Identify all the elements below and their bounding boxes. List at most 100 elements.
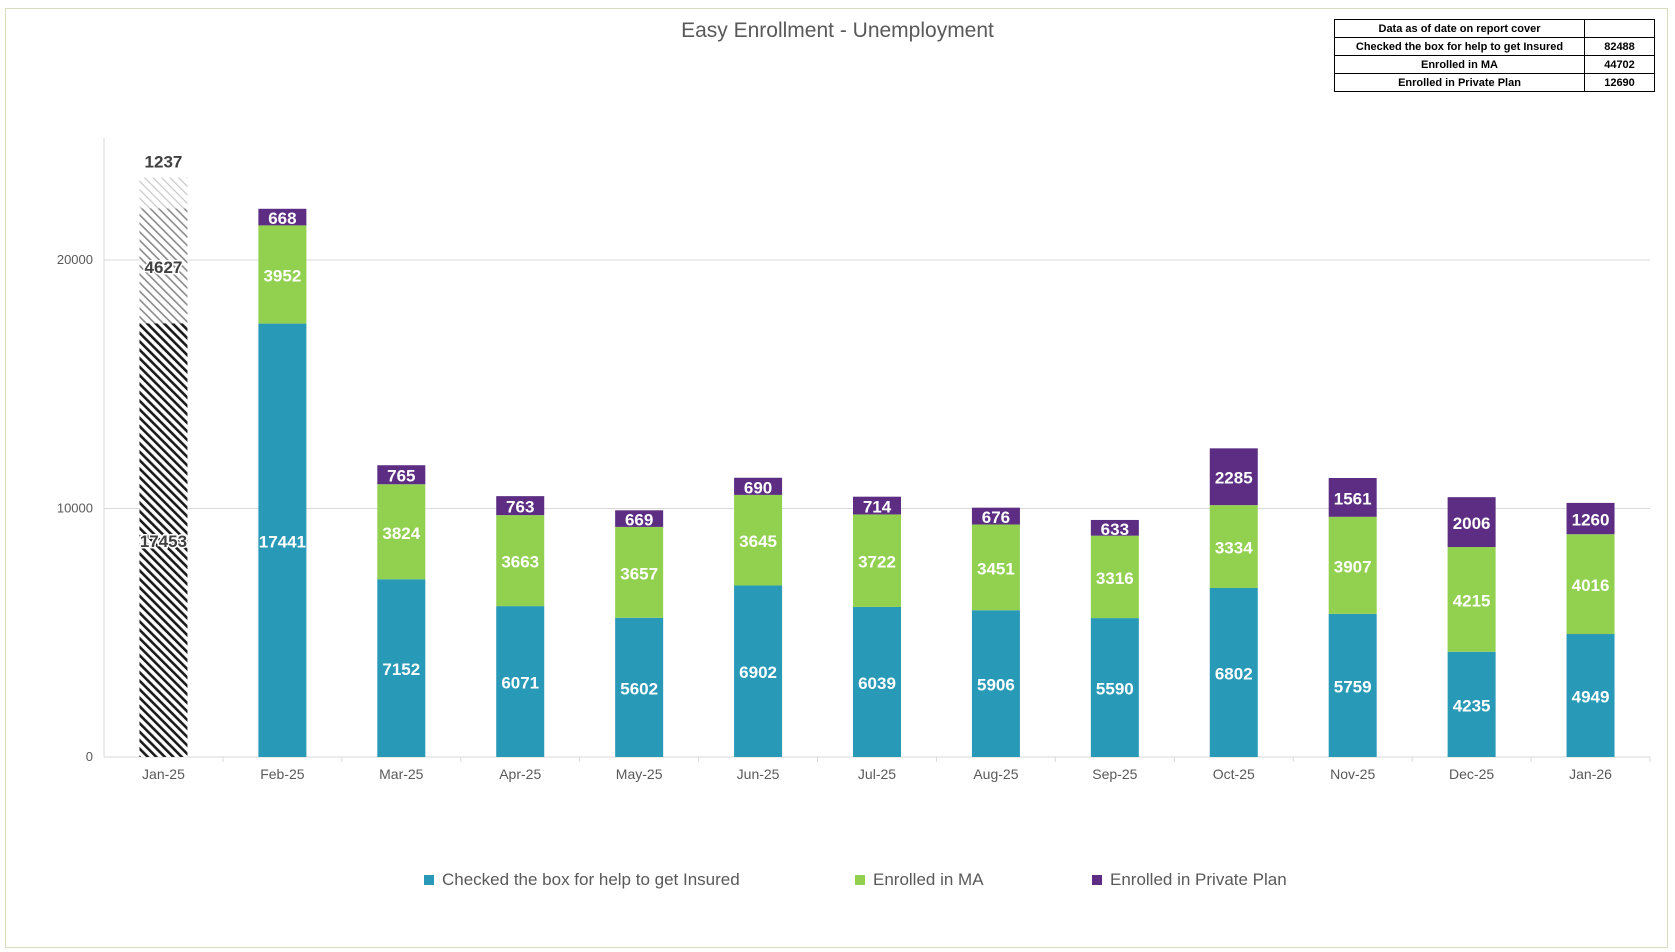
data-label: 6802 <box>1215 664 1253 683</box>
x-tick-label: Apr-25 <box>499 766 541 782</box>
data-label: 5759 <box>1334 677 1372 696</box>
chart-frame <box>5 8 1668 948</box>
bar-segment <box>1566 634 1615 757</box>
x-tick-label: Nov-25 <box>1330 766 1375 782</box>
legend-swatch <box>1092 875 1102 885</box>
bar-segment <box>258 208 307 226</box>
bar-segment <box>1566 534 1615 635</box>
legend-item-ma: Enrolled in MA <box>855 870 984 890</box>
data-label: 3824 <box>382 524 420 543</box>
bar-segment <box>853 514 901 607</box>
summary-row-label: Enrolled in MA <box>1334 55 1585 74</box>
bar-segment <box>1328 613 1377 757</box>
x-tick-label: Oct-25 <box>1213 766 1255 782</box>
data-label: 4215 <box>1453 591 1491 610</box>
x-tick-label: Mar-25 <box>379 766 424 782</box>
data-label: 2285 <box>1215 469 1253 488</box>
data-label: 676 <box>982 508 1010 527</box>
data-label: 6071 <box>501 674 539 693</box>
data-label: 3645 <box>739 532 777 551</box>
gridlines <box>104 259 1650 509</box>
bar-segment <box>615 526 664 618</box>
data-label: 1237 <box>145 153 183 172</box>
data-label: 5602 <box>620 679 658 698</box>
x-tick-label: May-25 <box>616 766 663 782</box>
legend-item-private: Enrolled in Private Plan <box>1092 870 1287 890</box>
legend-label: Enrolled in Private Plan <box>1110 870 1287 889</box>
x-tick-label: Sep-25 <box>1092 766 1137 782</box>
summary-row: Enrolled in Private Plan 12690 <box>1334 73 1655 92</box>
bar-segment <box>139 177 188 209</box>
bar-segment <box>1447 651 1496 757</box>
summary-row-value: 12690 <box>1584 73 1655 92</box>
legend-label: Checked the box for help to get Insured <box>442 870 740 889</box>
legend-swatch <box>424 875 434 885</box>
data-label: 4949 <box>1572 688 1610 707</box>
data-label: 1561 <box>1334 489 1372 508</box>
bar-segment <box>1209 505 1258 588</box>
data-label: 714 <box>863 498 892 517</box>
data-label: 4235 <box>1453 696 1491 715</box>
data-label: 3316 <box>1096 569 1134 588</box>
data-label: 7152 <box>382 660 420 679</box>
bar-segment <box>971 524 1020 611</box>
bar-segment <box>1209 587 1258 757</box>
bar-segment <box>734 477 783 495</box>
data-label: 3907 <box>1334 557 1372 576</box>
bar-segment <box>377 465 426 485</box>
bar-segment <box>139 208 188 324</box>
data-label: 3722 <box>858 553 896 572</box>
bar-segment <box>615 510 664 527</box>
bar-segment <box>615 617 664 757</box>
bar-segment <box>971 610 1020 757</box>
bar-segment <box>734 585 783 757</box>
chart-title: Easy Enrollment - Unemployment <box>681 19 994 42</box>
summary-row-label: Enrolled in Private Plan <box>1334 73 1585 92</box>
data-label: 3663 <box>501 553 539 572</box>
bar-segment <box>1447 547 1496 652</box>
y-tick-label: 20000 <box>57 252 93 267</box>
bar-segment <box>1090 618 1139 757</box>
x-tick-label: Aug-25 <box>973 766 1018 782</box>
data-label: 765 <box>387 467 415 486</box>
data-label: 3451 <box>977 559 1015 578</box>
summary-row: Data as of date on report cover <box>1334 19 1655 38</box>
bars <box>139 177 1615 757</box>
bar-segment <box>1328 478 1377 517</box>
bar-segment <box>258 323 307 757</box>
bar-segment <box>1447 497 1496 548</box>
legend-item-checked: Checked the box for help to get Insured <box>424 870 740 890</box>
legend-swatch <box>855 875 865 885</box>
bar-segment <box>1209 448 1258 506</box>
x-tick-label: Jan-25 <box>142 766 185 782</box>
data-label: 6902 <box>739 663 777 682</box>
bar-segment <box>734 494 783 586</box>
data-label: 4016 <box>1572 576 1610 595</box>
data-label: 3334 <box>1215 539 1253 558</box>
bar-segment <box>853 496 901 515</box>
bar-segment <box>1090 519 1139 536</box>
legend: Checked the box for help to get Insured … <box>0 870 1675 894</box>
bar-segment <box>853 606 901 757</box>
bar-segment <box>971 507 1020 525</box>
data-label: 668 <box>268 209 296 228</box>
x-tick-label: Dec-25 <box>1449 766 1494 782</box>
x-tick-label: Jan-26 <box>1569 766 1612 782</box>
summary-row: Checked the box for help to get Insured … <box>1334 37 1655 56</box>
data-label: 669 <box>625 511 653 530</box>
data-label: 5590 <box>1096 680 1134 699</box>
x-tick-label: Feb-25 <box>260 766 305 782</box>
summary-table: Data as of date on report cover Checked … <box>1334 19 1655 92</box>
data-label: 6039 <box>858 674 896 693</box>
x-tick-label: Jun-25 <box>737 766 780 782</box>
bar-segment <box>496 515 545 607</box>
data-label: 2006 <box>1453 514 1491 533</box>
y-tick-label: 10000 <box>57 501 93 516</box>
bar-segment <box>496 496 545 516</box>
bar-segment <box>139 323 188 757</box>
data-label: 690 <box>744 478 772 497</box>
bar-segment <box>1566 502 1615 535</box>
summary-row-value: 44702 <box>1584 55 1655 74</box>
bar-segment <box>1328 516 1377 614</box>
